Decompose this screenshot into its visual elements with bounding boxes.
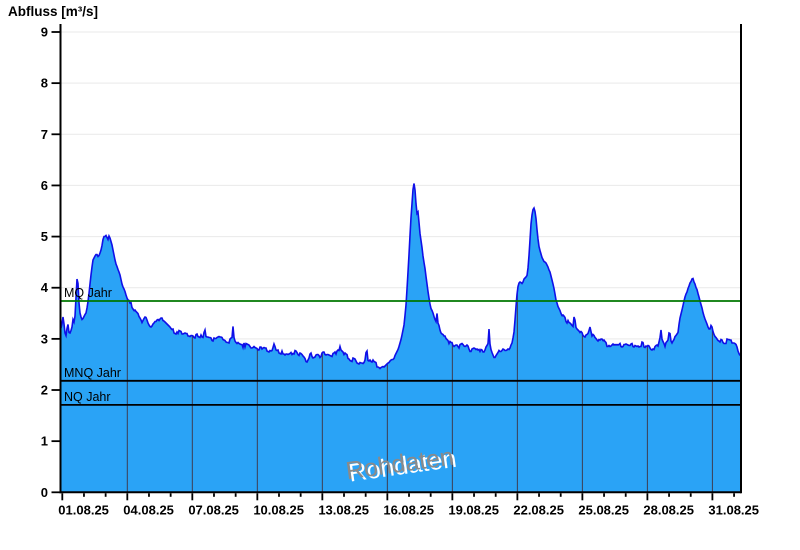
axes — [51, 24, 742, 501]
y-tick-label: 0 — [41, 485, 48, 500]
x-tick-label: 31.08.25 — [708, 502, 759, 517]
discharge-area-fill — [61, 183, 740, 493]
y-tick-label: 4 — [41, 280, 49, 295]
y-tick-label: 6 — [41, 178, 48, 193]
x-tick-label: 22.08.25 — [513, 502, 564, 517]
x-tick-label: 28.08.25 — [643, 502, 694, 517]
y-tick-label: 2 — [41, 383, 48, 398]
chart-title: Abfluss [m³/s] — [8, 4, 99, 19]
x-tick-label: 01.08.25 — [58, 502, 109, 517]
ref-label-mq-jahr: MQ Jahr — [64, 286, 112, 300]
ref-label-mnq-jahr: MNQ Jahr — [64, 366, 121, 380]
x-tick-label: 07.08.25 — [188, 502, 239, 517]
x-tick-label: 13.08.25 — [318, 502, 369, 517]
y-tick-label: 9 — [41, 25, 48, 40]
x-tick-label: 04.08.25 — [123, 502, 174, 517]
x-tick-label: 16.08.25 — [383, 502, 434, 517]
x-tick-labels: 01.08.25 04.08.25 07.08.25 10.08.25 13.08.25… — [58, 502, 759, 517]
x-tick-label: 10.08.25 — [253, 502, 304, 517]
reference-lines: MQ Jahr MNQ Jahr NQ Jahr — [60, 286, 741, 406]
y-tick-label: 3 — [41, 331, 48, 346]
y-tick-label: 8 — [41, 76, 48, 91]
y-tick-label: 1 — [41, 434, 48, 449]
ref-label-nq-jahr: NQ Jahr — [64, 390, 111, 404]
x-tick-label: 25.08.25 — [578, 502, 629, 517]
y-tick-label: 5 — [41, 229, 48, 244]
y-tick-label: 7 — [41, 127, 48, 142]
x-tick-label: 19.08.25 — [448, 502, 499, 517]
discharge-line — [60, 183, 741, 370]
y-tick-labels: 0 1 2 3 4 5 6 7 8 9 — [41, 25, 49, 500]
